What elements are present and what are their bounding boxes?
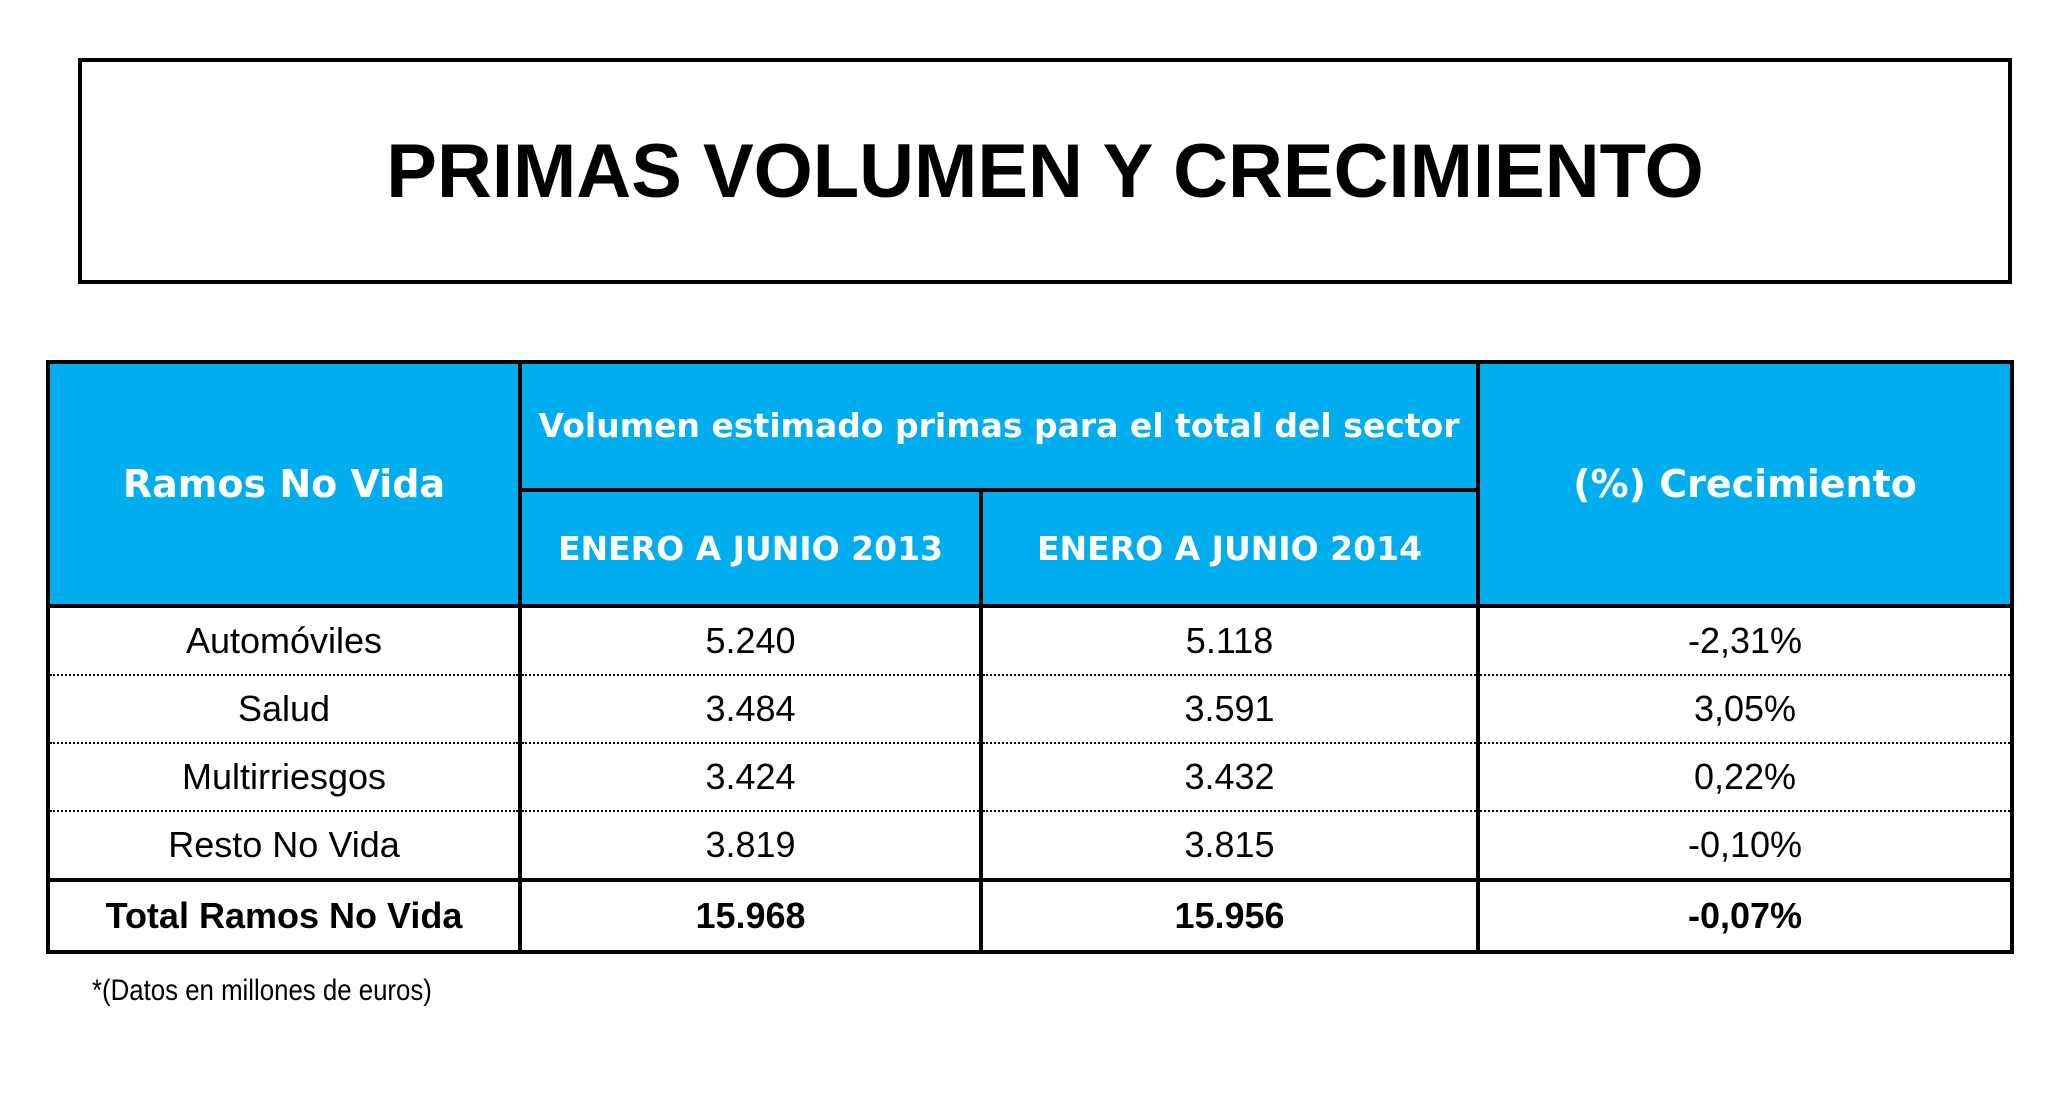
- table-row: Resto No Vida 3.819 3.815 -0,10%: [46, 811, 2015, 882]
- premiums-table: Ramos No Vida Volumen estimado primas pa…: [46, 360, 2015, 954]
- cell-2014: 5.118: [978, 606, 1481, 676]
- header-crecimiento: (%) Crecimiento: [1476, 360, 2015, 608]
- table-row: Multirriesgos 3.424 3.432 0,22%: [46, 743, 2015, 812]
- title-box: PRIMAS VOLUMEN Y CRECIMIENTO: [78, 58, 2012, 284]
- cell-2014: 3.815: [978, 811, 1481, 882]
- cell-ramo: Resto No Vida: [46, 811, 522, 882]
- header-volumen: Volumen estimado primas para el total de…: [517, 360, 1481, 492]
- header-period-2013: ENERO A JUNIO 2013: [518, 488, 983, 608]
- header-row: Ramos No Vida Volumen estimado primas pa…: [46, 360, 2015, 608]
- cell-crecimiento: -2,31%: [1476, 606, 2015, 676]
- header-ramos: Ramos No Vida: [46, 360, 522, 608]
- header-period-2014: ENERO A JUNIO 2014: [978, 488, 1481, 608]
- cell-crecimiento: 0,22%: [1476, 743, 2015, 812]
- total-row: Total Ramos No Vida 15.968 15.956 -0,07%: [46, 878, 2015, 954]
- cell-crecimiento: 3,05%: [1476, 675, 2015, 744]
- cell-2013: 3.484: [518, 675, 983, 744]
- total-ramo: Total Ramos No Vida: [46, 878, 522, 954]
- cell-ramo: Multirriesgos: [46, 743, 522, 812]
- total-2013: 15.968: [518, 878, 983, 954]
- cell-2014: 3.432: [978, 743, 1481, 812]
- cell-2013: 3.424: [518, 743, 983, 812]
- total-crecimiento: -0,07%: [1476, 878, 2015, 954]
- cell-ramo: Automóviles: [46, 606, 522, 676]
- total-2014: 15.956: [978, 878, 1481, 954]
- table-row: Automóviles 5.240 5.118 -2,31%: [46, 606, 2015, 676]
- cell-2014: 3.591: [978, 675, 1481, 744]
- cell-2013: 5.240: [518, 606, 983, 676]
- footnote: *(Datos en millones de euros): [92, 974, 432, 1007]
- cell-crecimiento: -0,10%: [1476, 811, 2015, 882]
- header-period-row: ENERO A JUNIO 2013 ENERO A JUNIO 2014: [48, 488, 2012, 608]
- cell-ramo: Salud: [46, 675, 522, 744]
- page-title: PRIMAS VOLUMEN Y CRECIMIENTO: [386, 128, 1704, 214]
- cell-2013: 3.819: [518, 811, 983, 882]
- table-row: Salud 3.484 3.591 3,05%: [46, 675, 2015, 744]
